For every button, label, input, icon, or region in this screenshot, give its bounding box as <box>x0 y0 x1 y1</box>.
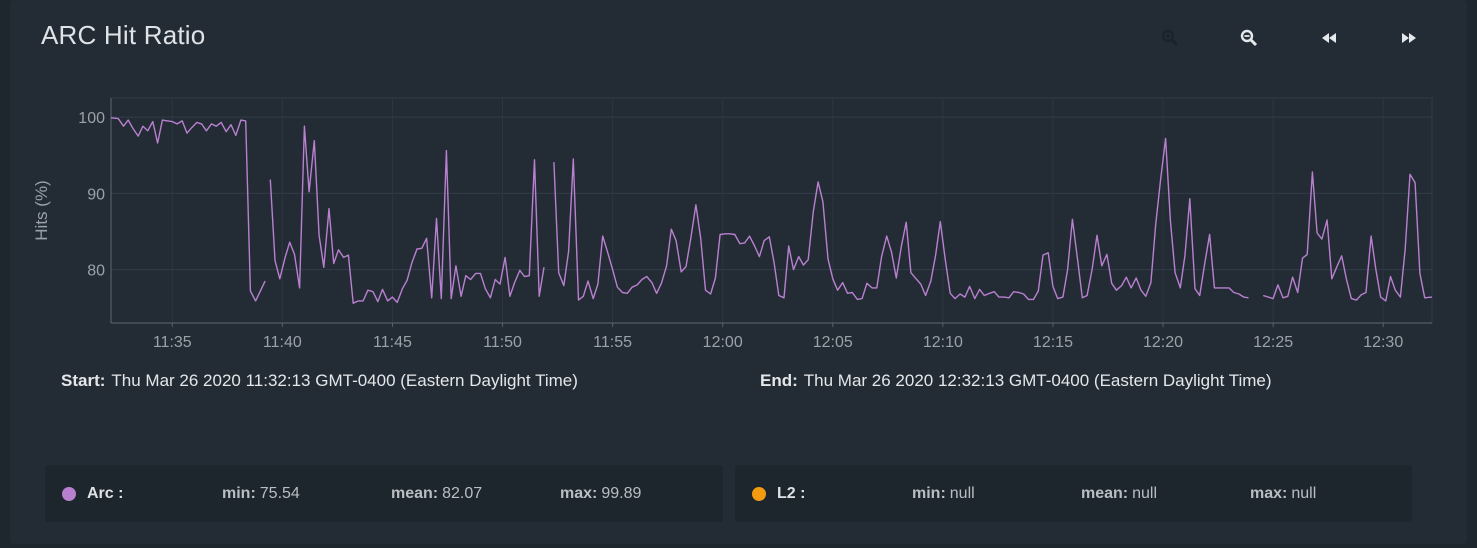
x-tick-label: 12:20 <box>1143 334 1183 351</box>
plot-frame <box>110 97 1433 324</box>
series-line-arc <box>110 117 1433 304</box>
legend-min-l2: min: null <box>912 485 975 502</box>
rewind-icon <box>1322 33 1336 43</box>
legend-mean-arc: mean: 82.07 <box>391 485 483 502</box>
range-start: Start: Thu Mar 26 2020 11:32:13 GMT-0400 … <box>61 371 578 391</box>
range-end: End: Thu Mar 26 2020 12:32:13 GMT-0400 (E… <box>760 371 1272 391</box>
fast-forward-icon <box>1402 33 1416 43</box>
legend-swatch-arc <box>62 487 76 501</box>
x-tick-label: 12:15 <box>1033 334 1073 351</box>
range-start-value: Thu Mar 26 2020 11:32:13 GMT-0400 (Easte… <box>111 371 578 390</box>
x-tick-label: 11:50 <box>483 334 522 351</box>
y-tick-label: 90 <box>87 186 105 203</box>
legend-name-arc: Arc : <box>87 485 124 502</box>
x-tick-label: 12:30 <box>1363 334 1403 351</box>
legend-item-l2[interactable]: L2 : min: null mean: null max: null <box>735 465 1412 522</box>
x-tick-label: 12:25 <box>1253 334 1293 351</box>
rewind-button[interactable] <box>1310 20 1346 54</box>
zoom-in-icon <box>1161 29 1179 47</box>
legend-mean-l2: mean: null <box>1081 485 1158 502</box>
y-tick-label: 80 <box>87 263 105 280</box>
x-tick-label: 11:55 <box>593 334 632 351</box>
range-start-label: Start: <box>61 371 106 390</box>
range-end-label: End: <box>760 371 798 390</box>
x-tick-label: 11:35 <box>153 334 192 351</box>
legend-max-arc: max: 99.89 <box>560 485 642 502</box>
chart-toolbar <box>1138 20 1458 54</box>
zoom-out-icon <box>1240 29 1258 47</box>
fast-forward-button[interactable] <box>1390 20 1426 54</box>
y-tick-label: 100 <box>78 110 105 127</box>
chart-title: ARC Hit Ratio <box>41 20 206 50</box>
x-tick-label: 11:40 <box>263 334 302 351</box>
x-tick-label: 12:05 <box>813 334 853 351</box>
x-tick-label: 12:10 <box>923 334 963 351</box>
range-end-value: Thu Mar 26 2020 12:32:13 GMT-0400 (Easte… <box>803 371 1272 390</box>
legend-min-arc: min: 75.54 <box>222 485 300 502</box>
zoom-in-button[interactable] <box>1151 20 1187 54</box>
chart-card: ARC Hit Ratio <box>10 0 1467 544</box>
x-tick-label: 12:00 <box>703 334 743 351</box>
legend-max-l2: max: null <box>1250 485 1317 502</box>
zoom-out-button[interactable] <box>1230 20 1266 54</box>
y-axis-label: Hits (%) <box>32 180 51 240</box>
line-chart[interactable]: 80 90 100 11:35 11:40 11:45 11:50 11:55 12:00 12:… <box>10 90 1450 360</box>
legend-item-arc[interactable]: Arc : min: 75.54 mean: 82.07 max: 99.89 <box>45 465 723 522</box>
legend-name-l2: L2 : <box>777 485 806 502</box>
x-tick-label: 11:45 <box>373 334 412 351</box>
legend-swatch-l2 <box>752 487 766 501</box>
